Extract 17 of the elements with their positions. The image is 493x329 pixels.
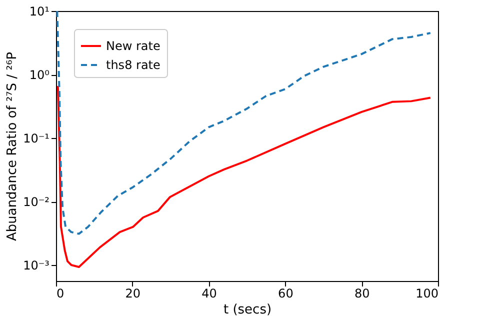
legend-label: New rate	[106, 39, 160, 53]
y-tick-label: 10⁻³	[23, 258, 50, 273]
x-tick-label: 60	[278, 286, 294, 300]
y-tick-label: 10⁰	[29, 68, 50, 82]
x-tick-label: 80	[354, 286, 370, 300]
x-axis-title: t (secs)	[223, 302, 272, 318]
y-tick-label: 10⁻²	[23, 195, 50, 210]
y-tick-label: 10¹	[29, 4, 50, 18]
x-tick-label: 20	[125, 286, 141, 300]
x-tick-label: 100	[416, 286, 438, 300]
legend-label: ths8 rate	[106, 58, 160, 72]
y-tick-label: 10⁻¹	[23, 132, 50, 146]
y-axis-title: Abuandance Ratio of ²⁷S / ²⁶P	[5, 52, 20, 242]
x-tick-label: 0	[56, 286, 64, 300]
line-series	[56, 84, 432, 268]
x-tick-label: 40	[202, 286, 217, 300]
line-series	[56, 10, 432, 235]
